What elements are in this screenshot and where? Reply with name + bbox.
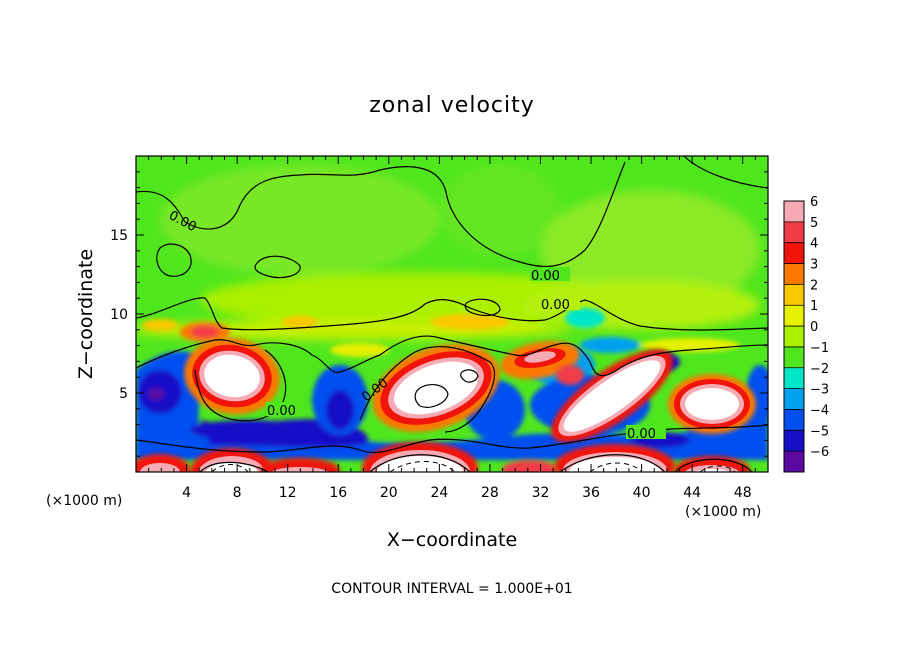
y-tick-label: 10 — [110, 307, 128, 323]
colorbar-swatch — [784, 242, 804, 264]
x-tick-label: 32 — [532, 485, 550, 501]
colorbar-swatch — [784, 409, 804, 431]
mid-field-patch — [191, 326, 219, 338]
colorbar-swatch — [784, 201, 804, 222]
negative-core — [326, 390, 354, 430]
y-unit-note: (×1000 m) — [46, 493, 122, 509]
colorbar-tick-label: 6 — [810, 195, 818, 210]
x-tick-label: 40 — [633, 485, 651, 501]
colorbar-swatch — [784, 367, 804, 389]
colorbar-tick-label: −3 — [810, 383, 829, 398]
x-tick-label: 4 — [182, 485, 191, 501]
x-tick-label: 24 — [430, 485, 448, 501]
x-tick-label: 8 — [233, 485, 242, 501]
colorbar-swatch — [784, 451, 804, 472]
x-tick-label: 20 — [380, 485, 398, 501]
contour-label: 0.00 — [541, 298, 570, 313]
positive-region-46km — [668, 374, 756, 434]
mid-field-patch — [330, 343, 390, 357]
x-tick-label: 16 — [329, 485, 347, 501]
x-tick-label: 28 — [481, 485, 499, 501]
y-axis-label: Z−coordinate — [75, 249, 97, 379]
mid-field-patch — [282, 316, 318, 328]
x-axis-label: X−coordinate — [387, 529, 517, 551]
y-tick-label: 5 — [119, 386, 128, 402]
upper-field-patch — [540, 190, 760, 310]
colorbar-swatch — [784, 305, 804, 327]
mid-field-patch — [580, 337, 640, 353]
mid-field-patch — [142, 319, 178, 331]
positive-region-38km — [551, 349, 673, 443]
x-unit-note: (×1000 m) — [685, 504, 761, 520]
colorbar-tick-label: 0 — [810, 320, 818, 335]
mid-field-patch — [430, 314, 510, 330]
x-tick-label: 12 — [279, 485, 297, 501]
upper-field-patch — [440, 165, 560, 255]
contour-lines — [136, 156, 768, 472]
colorbar-swatch — [784, 346, 804, 368]
chart-title: zonal velocity — [369, 93, 535, 118]
colorbar-tick-label: 1 — [810, 299, 818, 314]
colorbar-tick-label: 3 — [810, 258, 818, 273]
colorbar-tick-label: −6 — [810, 445, 829, 460]
positive-region-8km — [184, 337, 280, 415]
colorbar-swatch — [784, 263, 804, 285]
x-tick-label: 36 — [582, 485, 600, 501]
upper-field-patch — [160, 165, 440, 275]
positive-region-24km — [372, 340, 584, 432]
negative-core — [190, 420, 310, 440]
colorbar: 6 5 4 3 2 1 0 −1 −2 −3 −4 −5 −6 — [783, 195, 829, 473]
colorbar-tick-label: −4 — [810, 403, 829, 418]
mid-field-patch — [565, 308, 605, 328]
colorbar-swatch — [784, 221, 804, 243]
contour-label: 0.00 — [531, 269, 560, 284]
dashed-contours — [211, 461, 736, 472]
colorbar-swatch — [784, 388, 804, 410]
x-tick-label: 48 — [734, 485, 752, 501]
colorbar-swatch — [784, 430, 804, 452]
contour-label: 0.00 — [267, 404, 296, 419]
plot-area — [136, 156, 768, 472]
colorbar-swatch — [784, 284, 804, 306]
x-axis-ticks: 4 8 12 16 20 24 28 32 36 40 44 48 — [148, 156, 756, 501]
colorbar-tick-label: 4 — [810, 237, 818, 252]
contour-label-boxes — [266, 267, 666, 439]
x-tick-label: 44 — [683, 485, 701, 501]
colorbar-tick-label: −5 — [810, 424, 829, 439]
colorbar-tick-label: 5 — [810, 216, 818, 231]
negative-core — [148, 388, 164, 400]
y-tick-label: 15 — [110, 228, 128, 244]
y-axis-ticks: 5 10 15 — [110, 171, 768, 457]
contour-label: 0.00 — [627, 427, 656, 442]
contour-interval-note: CONTOUR INTERVAL = 1.000E+01 — [331, 581, 572, 597]
colorbar-swatch — [784, 326, 804, 347]
colorbar-tick-label: 2 — [810, 278, 818, 293]
colorbar-tick-label: −2 — [810, 362, 829, 377]
colorbar-tick-label: −1 — [810, 341, 829, 356]
